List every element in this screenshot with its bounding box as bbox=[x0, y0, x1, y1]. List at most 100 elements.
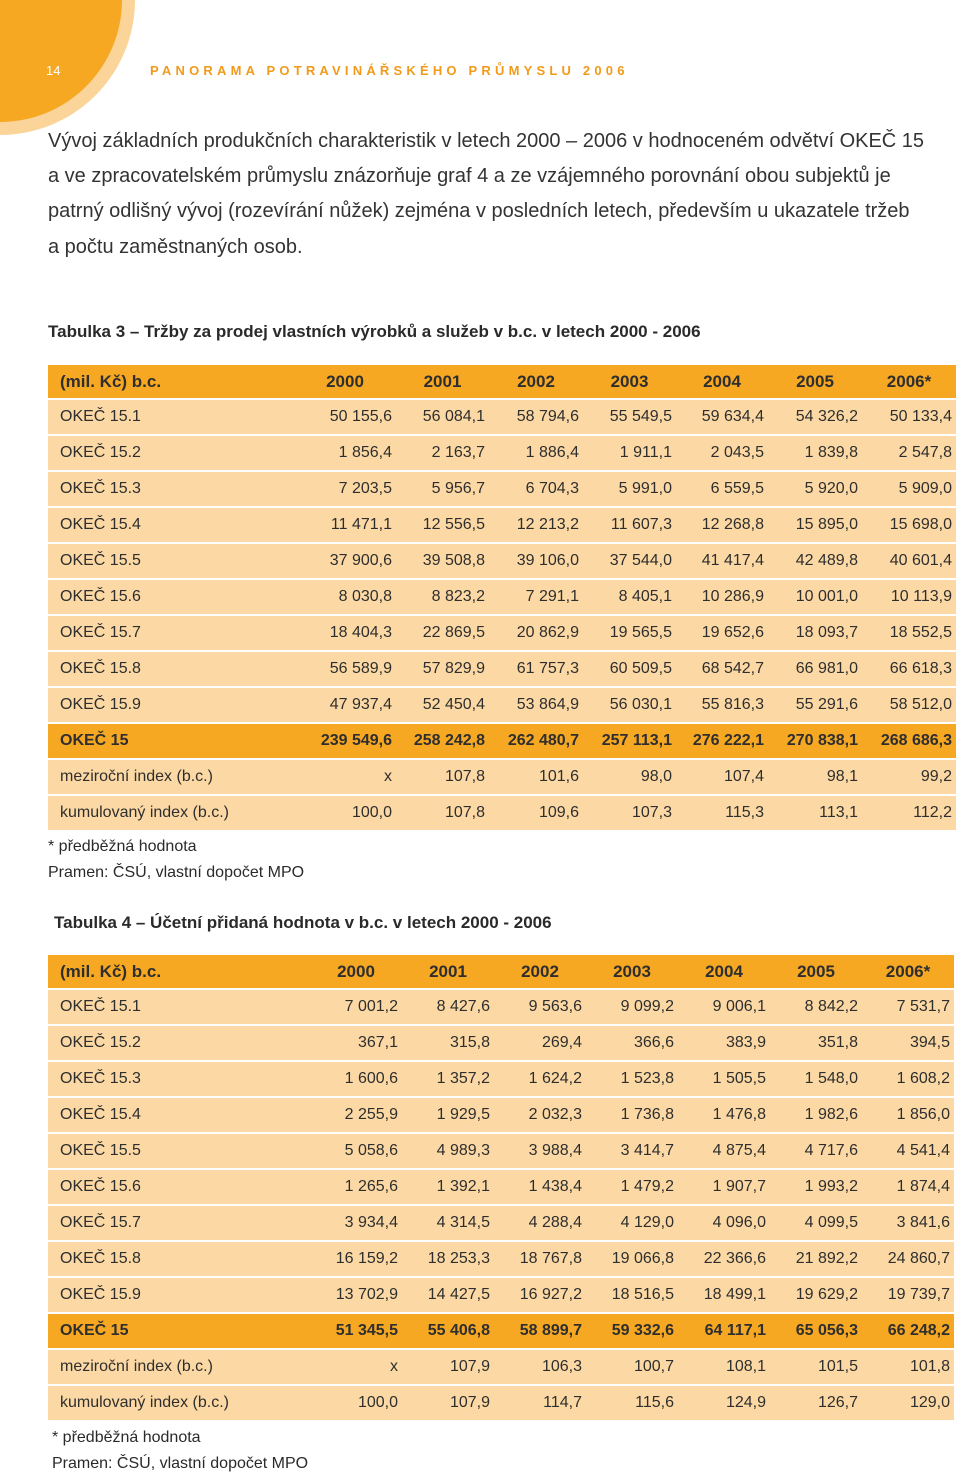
table-cell: 1 911,1 bbox=[583, 436, 676, 472]
table-cell: 47 937,4 bbox=[294, 688, 396, 724]
corner-decoration bbox=[0, 0, 135, 135]
table-cell: 9 563,6 bbox=[494, 990, 586, 1026]
table-cell: 5 920,0 bbox=[768, 472, 862, 508]
table-note: * předběžná hodnota bbox=[48, 838, 197, 855]
table-cell: 383,9 bbox=[678, 1026, 770, 1062]
table-cell: 10 113,9 bbox=[862, 580, 956, 616]
table-cell: 270 838,1 bbox=[768, 724, 862, 760]
row-label: OKEČ 15.9 bbox=[48, 688, 294, 724]
table-cell: 101,6 bbox=[489, 760, 583, 796]
table-cell: 2 163,7 bbox=[396, 436, 489, 472]
table-cell: 1 265,6 bbox=[310, 1170, 402, 1206]
table-cell: 19 739,7 bbox=[862, 1278, 954, 1314]
table-cell: x bbox=[294, 760, 396, 796]
header-cell: (mil. Kč) b.c. bbox=[48, 955, 310, 990]
header-cell: 2001 bbox=[396, 365, 489, 400]
table-cell: 108,1 bbox=[678, 1350, 770, 1386]
table-row: kumulovaný index (b.c.) 100,0 107,9 114,7 11… bbox=[48, 1386, 954, 1422]
table-cell: 8 842,2 bbox=[770, 990, 862, 1026]
table-row: OKEČ 15.3 7 203,5 5 956,7 6 704,3 5 991,0 6 5… bbox=[48, 472, 956, 508]
table-cell: 42 489,8 bbox=[768, 544, 862, 580]
header-cell: 2002 bbox=[494, 955, 586, 990]
table-cell: 41 417,4 bbox=[676, 544, 768, 580]
table-cell: 315,8 bbox=[402, 1026, 494, 1062]
table-cell: 37 544,0 bbox=[583, 544, 676, 580]
table-cell: 58 899,7 bbox=[494, 1314, 586, 1350]
table-cell: 3 988,4 bbox=[494, 1134, 586, 1170]
table-row: OKEČ 15 51 345,5 55 406,8 58 899,7 59 332,6 6… bbox=[48, 1314, 954, 1350]
table-cell: 8 030,8 bbox=[294, 580, 396, 616]
table-cell: 129,0 bbox=[862, 1386, 954, 1422]
table-cell: 276 222,1 bbox=[676, 724, 768, 760]
table-cell: 24 860,7 bbox=[862, 1242, 954, 1278]
table-cell: 6 704,3 bbox=[489, 472, 583, 508]
table-cell: 109,6 bbox=[489, 796, 583, 832]
table-cell: 107,9 bbox=[402, 1350, 494, 1386]
table-cell: 9 099,2 bbox=[586, 990, 678, 1026]
table-cell: 113,1 bbox=[768, 796, 862, 832]
table-cell: 107,4 bbox=[676, 760, 768, 796]
table-cell: 11 471,1 bbox=[294, 508, 396, 544]
table-cell: 19 565,5 bbox=[583, 616, 676, 652]
table-cell: 7 203,5 bbox=[294, 472, 396, 508]
header-cell: (mil. Kč) b.c. bbox=[48, 365, 294, 400]
table-cell: 3 934,4 bbox=[310, 1206, 402, 1242]
header-cell: 2005 bbox=[770, 955, 862, 990]
table-cell: 40 601,4 bbox=[862, 544, 956, 580]
table-cell: 4 314,5 bbox=[402, 1206, 494, 1242]
table-cell: 18 253,3 bbox=[402, 1242, 494, 1278]
table-cell: 257 113,1 bbox=[583, 724, 676, 760]
table-cell: 51 345,5 bbox=[310, 1314, 402, 1350]
table-row: OKEČ 15.5 37 900,6 39 508,8 39 106,0 37 544,… bbox=[48, 544, 956, 580]
table-cell: 5 991,0 bbox=[583, 472, 676, 508]
table-cell: 367,1 bbox=[310, 1026, 402, 1062]
table-cell: 59 634,4 bbox=[676, 400, 768, 436]
table-cell: 55 406,8 bbox=[402, 1314, 494, 1350]
table-cell: 57 829,9 bbox=[396, 652, 489, 688]
table-cell: 1 982,6 bbox=[770, 1098, 862, 1134]
table-cell: 5 909,0 bbox=[862, 472, 956, 508]
table-cell: 394,5 bbox=[862, 1026, 954, 1062]
table-cell: 1 392,1 bbox=[402, 1170, 494, 1206]
table-cell: 4 096,0 bbox=[678, 1206, 770, 1242]
table-cell: 126,7 bbox=[770, 1386, 862, 1422]
table-cell: 1 357,2 bbox=[402, 1062, 494, 1098]
table-cell: 1 993,2 bbox=[770, 1170, 862, 1206]
table-caption: Tabulka 4 – Účetní přidaná hodnota v b.c… bbox=[54, 913, 552, 932]
table-row: kumulovaný index (b.c.) 100,0 107,8 109,6 10… bbox=[48, 796, 956, 832]
header-cell: 2004 bbox=[676, 365, 768, 400]
table-cell: 15 895,0 bbox=[768, 508, 862, 544]
table-cell: 18 552,5 bbox=[862, 616, 956, 652]
row-label: OKEČ 15.2 bbox=[48, 1026, 310, 1062]
row-label: meziroční index (b.c.) bbox=[48, 1350, 310, 1386]
row-label: OKEČ 15.9 bbox=[48, 1278, 310, 1314]
table-row: OKEČ 15.7 18 404,3 22 869,5 20 862,9 19 565,… bbox=[48, 616, 956, 652]
table-row: OKEČ 15.8 16 159,2 18 253,3 18 767,8 19 066,… bbox=[48, 1242, 954, 1278]
table-cell: 66 248,2 bbox=[862, 1314, 954, 1350]
table-cell: 124,9 bbox=[678, 1386, 770, 1422]
table-cell: 7 001,2 bbox=[310, 990, 402, 1026]
header-cell: 2003 bbox=[586, 955, 678, 990]
table-row: OKEČ 15.8 56 589,9 57 829,9 61 757,3 60 509,… bbox=[48, 652, 956, 688]
row-label: kumulovaný index (b.c.) bbox=[48, 1386, 310, 1422]
table-cell: 9 006,1 bbox=[678, 990, 770, 1026]
table-cell: 16 927,2 bbox=[494, 1278, 586, 1314]
table-note: * předběžná hodnota bbox=[52, 1429, 201, 1446]
table-cell: 19 066,8 bbox=[586, 1242, 678, 1278]
table-cell: 115,6 bbox=[586, 1386, 678, 1422]
table-cell: 50 155,6 bbox=[294, 400, 396, 436]
row-label: OKEČ 15 bbox=[48, 1314, 310, 1350]
header-cell: 2005 bbox=[768, 365, 862, 400]
page-number: 14 bbox=[46, 63, 61, 78]
row-label: kumulovaný index (b.c.) bbox=[48, 796, 294, 832]
table-cell: 19 629,2 bbox=[770, 1278, 862, 1314]
table-cell: 4 875,4 bbox=[678, 1134, 770, 1170]
table-cell: 5 956,7 bbox=[396, 472, 489, 508]
table-cell: x bbox=[310, 1350, 402, 1386]
header-cell: 2006* bbox=[862, 365, 956, 400]
table-cell: 14 427,5 bbox=[402, 1278, 494, 1314]
table-row: OKEČ 15.6 8 030,8 8 823,2 7 291,1 8 405,1 10 … bbox=[48, 580, 956, 616]
table-cell: 1 624,2 bbox=[494, 1062, 586, 1098]
paragraph-line: a počtu zaměstnaných osob. bbox=[48, 236, 303, 258]
row-label: OKEČ 15.6 bbox=[48, 580, 294, 616]
